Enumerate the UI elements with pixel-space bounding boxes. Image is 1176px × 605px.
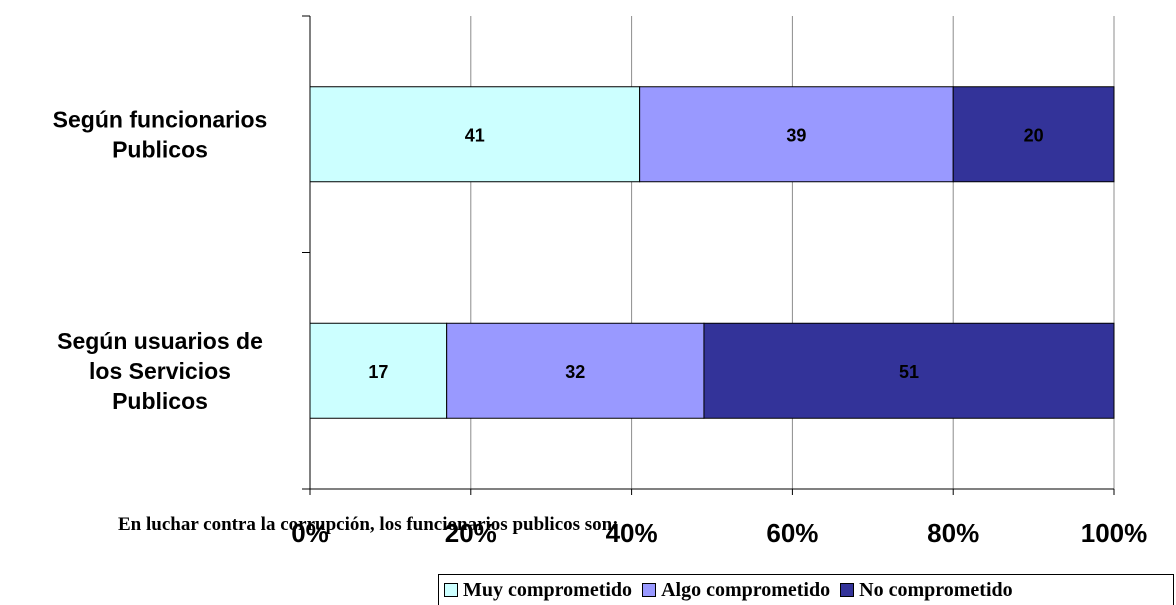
legend-swatch-no: [840, 583, 855, 597]
legend-swatch-muy: [444, 583, 458, 597]
category-label: Según funcionarios: [53, 106, 268, 132]
x-tick-label: 60%: [766, 518, 818, 548]
bar-segment: [703, 322, 1115, 419]
x-tick-label: 80%: [927, 518, 979, 548]
bar-segment: [639, 86, 954, 183]
legend: Muy comprometido Algo comprometido No co…: [438, 574, 1174, 605]
x-tick-label: 20%: [445, 518, 497, 548]
data-label: 32: [565, 362, 585, 382]
legend-item-no: No comprometido: [840, 579, 1013, 602]
x-axis-title: En luchar contra la corrupción, los func…: [118, 514, 619, 535]
legend-item-muy: Muy comprometido: [444, 579, 632, 602]
labels: 0% 20% 40% 60% 80% 100% 41 39 20 Según funcionari…: [53, 106, 1148, 548]
x-tick-label: 0%: [291, 518, 329, 548]
legend-label-muy: Muy comprometido: [463, 578, 633, 601]
bar-segment: [952, 86, 1115, 183]
axes: [302, 15, 1115, 495]
category-label: los Servicios: [89, 358, 231, 384]
bar-segment: [309, 322, 448, 419]
data-label: 17: [368, 362, 388, 382]
category-label: Publicos: [112, 388, 208, 414]
legend-label-algo: Algo comprometido: [661, 578, 831, 601]
data-label: 41: [465, 125, 485, 145]
data-label: 39: [786, 125, 806, 145]
legend-swatch-algo: [642, 583, 657, 597]
category-label: Publicos: [112, 136, 208, 162]
x-tick-label: 100%: [1081, 518, 1148, 548]
x-tick-label: 40%: [606, 518, 658, 548]
legend-label-no: No comprometido: [859, 578, 1013, 601]
data-label: 20: [1024, 125, 1044, 145]
data-label: 51: [899, 362, 919, 382]
bars: [309, 86, 1115, 419]
bar-segment: [309, 86, 641, 183]
bar-segment: [446, 322, 705, 419]
legend-item-algo: Algo comprometido: [642, 579, 830, 602]
category-label: Según usuarios de: [57, 328, 263, 354]
